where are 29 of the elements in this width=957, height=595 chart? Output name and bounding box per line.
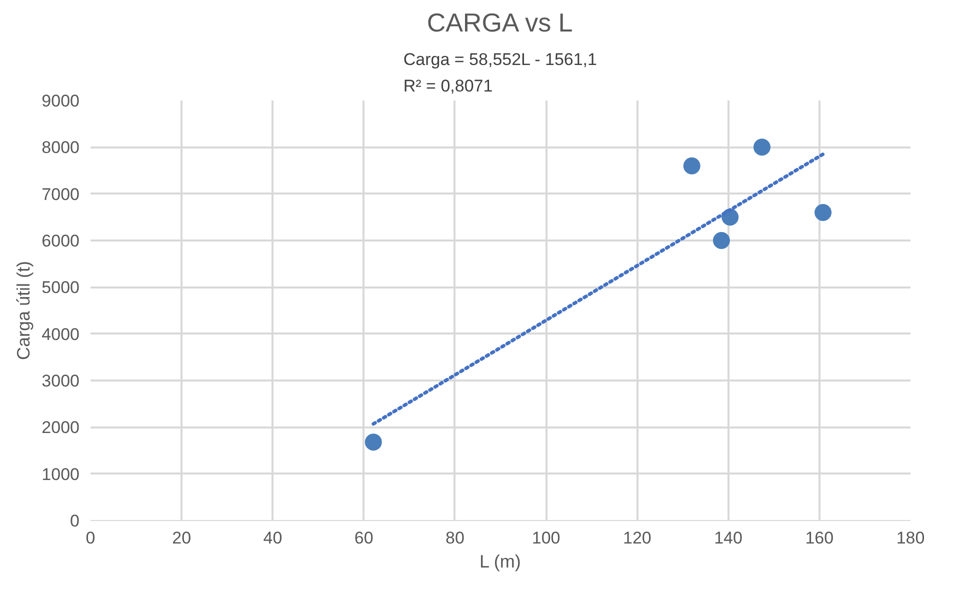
x-tick-label: 160 [805, 528, 834, 548]
point [753, 138, 770, 156]
y-tick-label: 5000 [42, 278, 80, 298]
point [814, 204, 832, 221]
y-tick-label: 7000 [42, 184, 80, 204]
x-tick-label: 0 [86, 528, 96, 548]
y-tick-label: 2000 [42, 418, 80, 438]
y-tick-label: 9000 [42, 92, 80, 110]
y-tick-label: 6000 [42, 232, 80, 250]
x-tick-label: 140 [714, 528, 742, 548]
y-axis-title: Carga útil (t) [14, 260, 34, 360]
point [712, 232, 730, 249]
y-tick-label: 1000 [42, 464, 80, 484]
x-tick-label: 100 [532, 528, 560, 548]
x-tick-label: 60 [354, 528, 374, 548]
point [683, 157, 700, 174]
x-tick-label: 180 [896, 528, 925, 548]
x-tick-label: 80 [445, 528, 464, 548]
text: Carga = 58,552L - 1561,1 R² = 0,8071 [403, 50, 597, 96]
y-tick-label: 8000 [42, 138, 80, 158]
chart-title: CARGA vs L [426, 8, 573, 38]
y-tick-label: 3000 [42, 372, 80, 390]
x-axis-title: L (m) [480, 552, 521, 572]
point [364, 434, 382, 451]
x-tick-label: 40 [263, 528, 282, 548]
y-tick-label: 4000 [42, 324, 80, 344]
x-tick-label: 20 [172, 528, 192, 548]
y-tick-label: 0 [70, 512, 80, 530]
x-tick-label: 120 [622, 528, 652, 548]
